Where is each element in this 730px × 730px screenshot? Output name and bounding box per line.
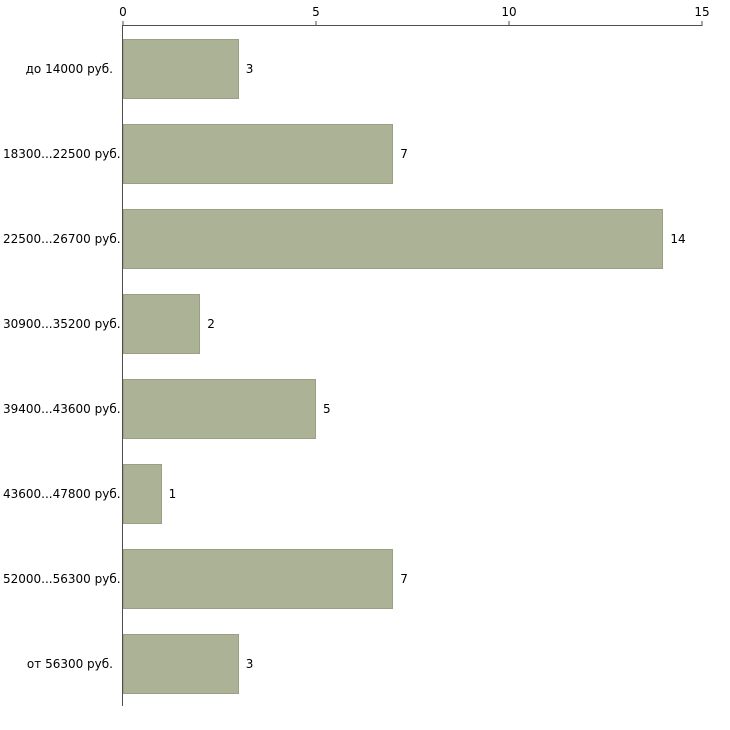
bar-row: до 14000 руб. 3 bbox=[26, 26, 702, 111]
category-label: 22500...26700 руб. bbox=[3, 231, 121, 246]
value-label: 14 bbox=[670, 231, 686, 246]
bar bbox=[123, 633, 239, 694]
category-label: 18300...22500 руб. bbox=[3, 146, 121, 161]
x-tick-mark bbox=[122, 21, 124, 26]
bar bbox=[123, 123, 394, 184]
bar bbox=[123, 38, 239, 99]
category-label: 52000...56300 руб. bbox=[3, 571, 121, 586]
x-tick-label: 0 bbox=[119, 5, 127, 19]
value-label: 5 bbox=[323, 401, 331, 416]
bar-row: от 56300 руб. 3 bbox=[27, 621, 702, 706]
category-label: 30900...35200 руб. bbox=[3, 316, 121, 331]
value-label: 1 bbox=[168, 486, 177, 501]
bar bbox=[123, 208, 664, 269]
value-label: 3 bbox=[245, 61, 254, 76]
bar bbox=[123, 378, 316, 439]
bar-row: 43600...47800 руб. 1 bbox=[3, 451, 702, 536]
bar bbox=[123, 548, 394, 609]
plot-area: 0 5 10 15 до 14000 руб. 3 18300...22500 руб. 7… bbox=[3, 5, 710, 706]
category-label: 39400...43600 руб. bbox=[3, 401, 121, 416]
bar-row: 18300...22500 руб. 7 bbox=[3, 111, 702, 196]
value-label: 7 bbox=[400, 571, 408, 586]
category-label: до 14000 руб. bbox=[25, 61, 113, 76]
x-tick-label: 15 bbox=[694, 5, 710, 19]
bar bbox=[123, 463, 162, 524]
bar-row: 22500...26700 руб. 14 bbox=[3, 196, 702, 281]
bar-row: 30900...35200 руб. 2 bbox=[3, 281, 702, 366]
bar-row: 39400...43600 руб. 5 bbox=[3, 366, 702, 451]
category-label: 43600...47800 руб. bbox=[3, 486, 121, 501]
category-label: от 56300 руб. bbox=[26, 656, 113, 671]
x-tick-mark bbox=[701, 21, 703, 26]
value-label: 7 bbox=[400, 146, 408, 161]
bar-row: 52000...56300 руб. 7 bbox=[3, 536, 702, 621]
x-tick-mark bbox=[508, 21, 510, 26]
value-label: 2 bbox=[207, 316, 215, 331]
x-tick-label: 10 bbox=[501, 5, 517, 19]
x-tick-label: 5 bbox=[312, 5, 320, 19]
value-label: 3 bbox=[245, 656, 254, 671]
x-tick-mark bbox=[315, 21, 317, 26]
bar bbox=[123, 293, 201, 354]
bar-rows: до 14000 руб. 3 18300...22500 руб. 7 22500..… bbox=[3, 26, 702, 706]
